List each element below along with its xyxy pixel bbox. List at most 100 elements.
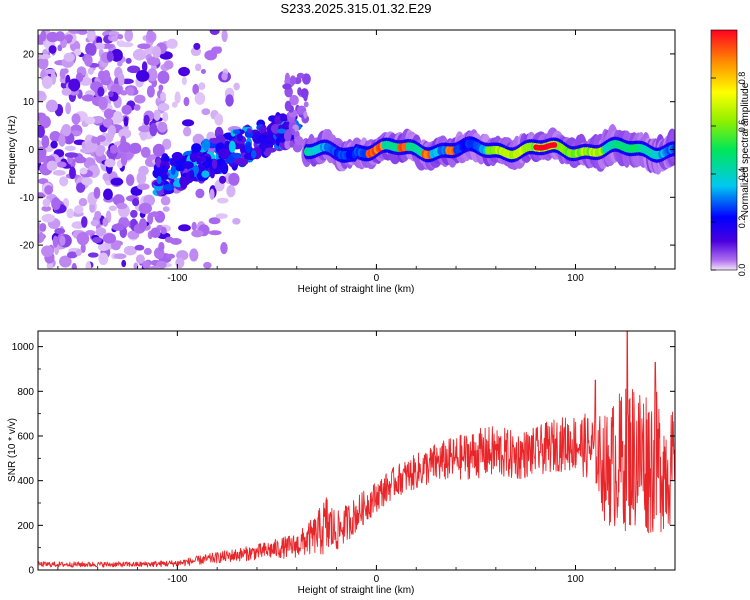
noise-blob bbox=[98, 70, 106, 81]
noise-blob bbox=[102, 188, 113, 201]
ridge-blob bbox=[246, 128, 252, 134]
noise-blob bbox=[157, 121, 168, 133]
noise-blob bbox=[87, 67, 94, 75]
colorbar-tick-label: 0.2 bbox=[737, 216, 747, 229]
noise-blob bbox=[195, 63, 202, 72]
noise-blob bbox=[162, 138, 172, 150]
noise-blob bbox=[110, 35, 119, 42]
noise-blob bbox=[112, 111, 124, 124]
noise-blob bbox=[41, 135, 50, 149]
noise-blob bbox=[46, 31, 60, 43]
ridge-blob bbox=[267, 130, 274, 143]
noise-blob bbox=[134, 94, 146, 104]
noise-blob bbox=[61, 87, 72, 96]
noise-blob bbox=[44, 185, 54, 195]
noise-blob bbox=[109, 144, 118, 154]
noise-blob bbox=[39, 222, 47, 232]
noise-blob bbox=[226, 184, 236, 198]
ridge-blob bbox=[172, 151, 183, 161]
colorbar-ticks: 0.0 0.2 0.4 0.6 0.8 bbox=[711, 72, 747, 276]
noise-blob bbox=[42, 198, 51, 208]
y-tick-label: 0 bbox=[28, 566, 34, 577]
ridge-blob bbox=[219, 148, 230, 160]
noise-blob bbox=[158, 241, 165, 252]
noise-blob bbox=[113, 253, 127, 260]
noise-blob bbox=[96, 36, 103, 45]
noise-blob bbox=[152, 143, 165, 157]
snr-ylabel: SNR (10 * v/v) bbox=[7, 418, 18, 482]
noise-blob bbox=[93, 42, 106, 50]
noise-blob bbox=[133, 104, 141, 111]
noise-blob bbox=[135, 254, 145, 264]
noise-blob bbox=[178, 66, 190, 77]
noise-blob bbox=[138, 202, 152, 215]
x-tick-label: 0 bbox=[374, 574, 380, 585]
x-tick-label: 100 bbox=[567, 273, 584, 284]
noise-blob bbox=[132, 48, 147, 61]
noise-blob bbox=[191, 221, 197, 231]
x-tick-label: 0 bbox=[374, 273, 380, 284]
ridge-peak bbox=[552, 142, 558, 148]
ridge-blob bbox=[264, 147, 277, 153]
noise-blob bbox=[93, 186, 101, 199]
noise-blob bbox=[182, 126, 192, 137]
noise-blob bbox=[195, 188, 205, 199]
noise-blob bbox=[157, 70, 170, 84]
noise-blob bbox=[79, 167, 88, 175]
noise-blob bbox=[41, 213, 55, 223]
noise-blob bbox=[110, 48, 123, 62]
ridge-blob bbox=[179, 176, 191, 186]
noise-blob bbox=[153, 109, 161, 121]
y-tick-label: 800 bbox=[17, 387, 34, 398]
ridge-blob bbox=[163, 183, 175, 191]
noise-blob bbox=[110, 240, 121, 251]
ridge-blob bbox=[156, 175, 162, 185]
noise-blob bbox=[118, 128, 132, 139]
noise-blob bbox=[84, 116, 96, 125]
noise-blob bbox=[49, 131, 62, 142]
noise-blob bbox=[45, 99, 58, 113]
noise-blob bbox=[221, 30, 228, 43]
noise-blob bbox=[136, 171, 147, 185]
noise-blob bbox=[120, 153, 128, 166]
noise-blob bbox=[38, 125, 46, 138]
ridge-blob bbox=[191, 143, 202, 153]
noise-blob bbox=[232, 217, 241, 225]
noise-blob bbox=[76, 231, 90, 246]
ridge-blob bbox=[211, 158, 218, 169]
noise-blob bbox=[78, 198, 88, 207]
y-tick-label: 600 bbox=[17, 431, 34, 442]
noise-blob bbox=[214, 113, 224, 126]
noise-blob bbox=[65, 102, 72, 115]
noise-blob bbox=[50, 140, 58, 149]
noise-blob bbox=[71, 113, 81, 125]
ridge-blob bbox=[236, 133, 243, 142]
noise-blob bbox=[84, 54, 93, 67]
noise-blob bbox=[148, 265, 161, 269]
noise-blob bbox=[198, 82, 206, 91]
noise-blob bbox=[66, 251, 78, 259]
noise-blob bbox=[41, 205, 52, 212]
noise-blob bbox=[135, 70, 150, 82]
spike-blob bbox=[289, 140, 295, 148]
noise-blob bbox=[63, 52, 75, 62]
noise-blob bbox=[102, 217, 109, 227]
noise-blob bbox=[127, 65, 141, 74]
colorbar-label: Normalized spectral amplitude bbox=[740, 82, 750, 217]
noise-blob bbox=[95, 227, 107, 237]
noise-blob bbox=[59, 235, 66, 246]
spike-blob bbox=[296, 72, 305, 79]
noise-blob bbox=[160, 196, 171, 206]
noise-blob bbox=[171, 101, 178, 108]
noise-blob bbox=[102, 173, 110, 182]
x-tick-label: -100 bbox=[167, 273, 187, 284]
noise-blob bbox=[77, 30, 88, 35]
spectrogram-heatmap bbox=[38, 30, 675, 269]
noise-blob bbox=[95, 147, 105, 157]
noise-blob bbox=[91, 136, 99, 144]
noise-blob bbox=[204, 50, 218, 61]
noise-blob bbox=[218, 175, 227, 184]
noise-blob bbox=[64, 152, 79, 158]
